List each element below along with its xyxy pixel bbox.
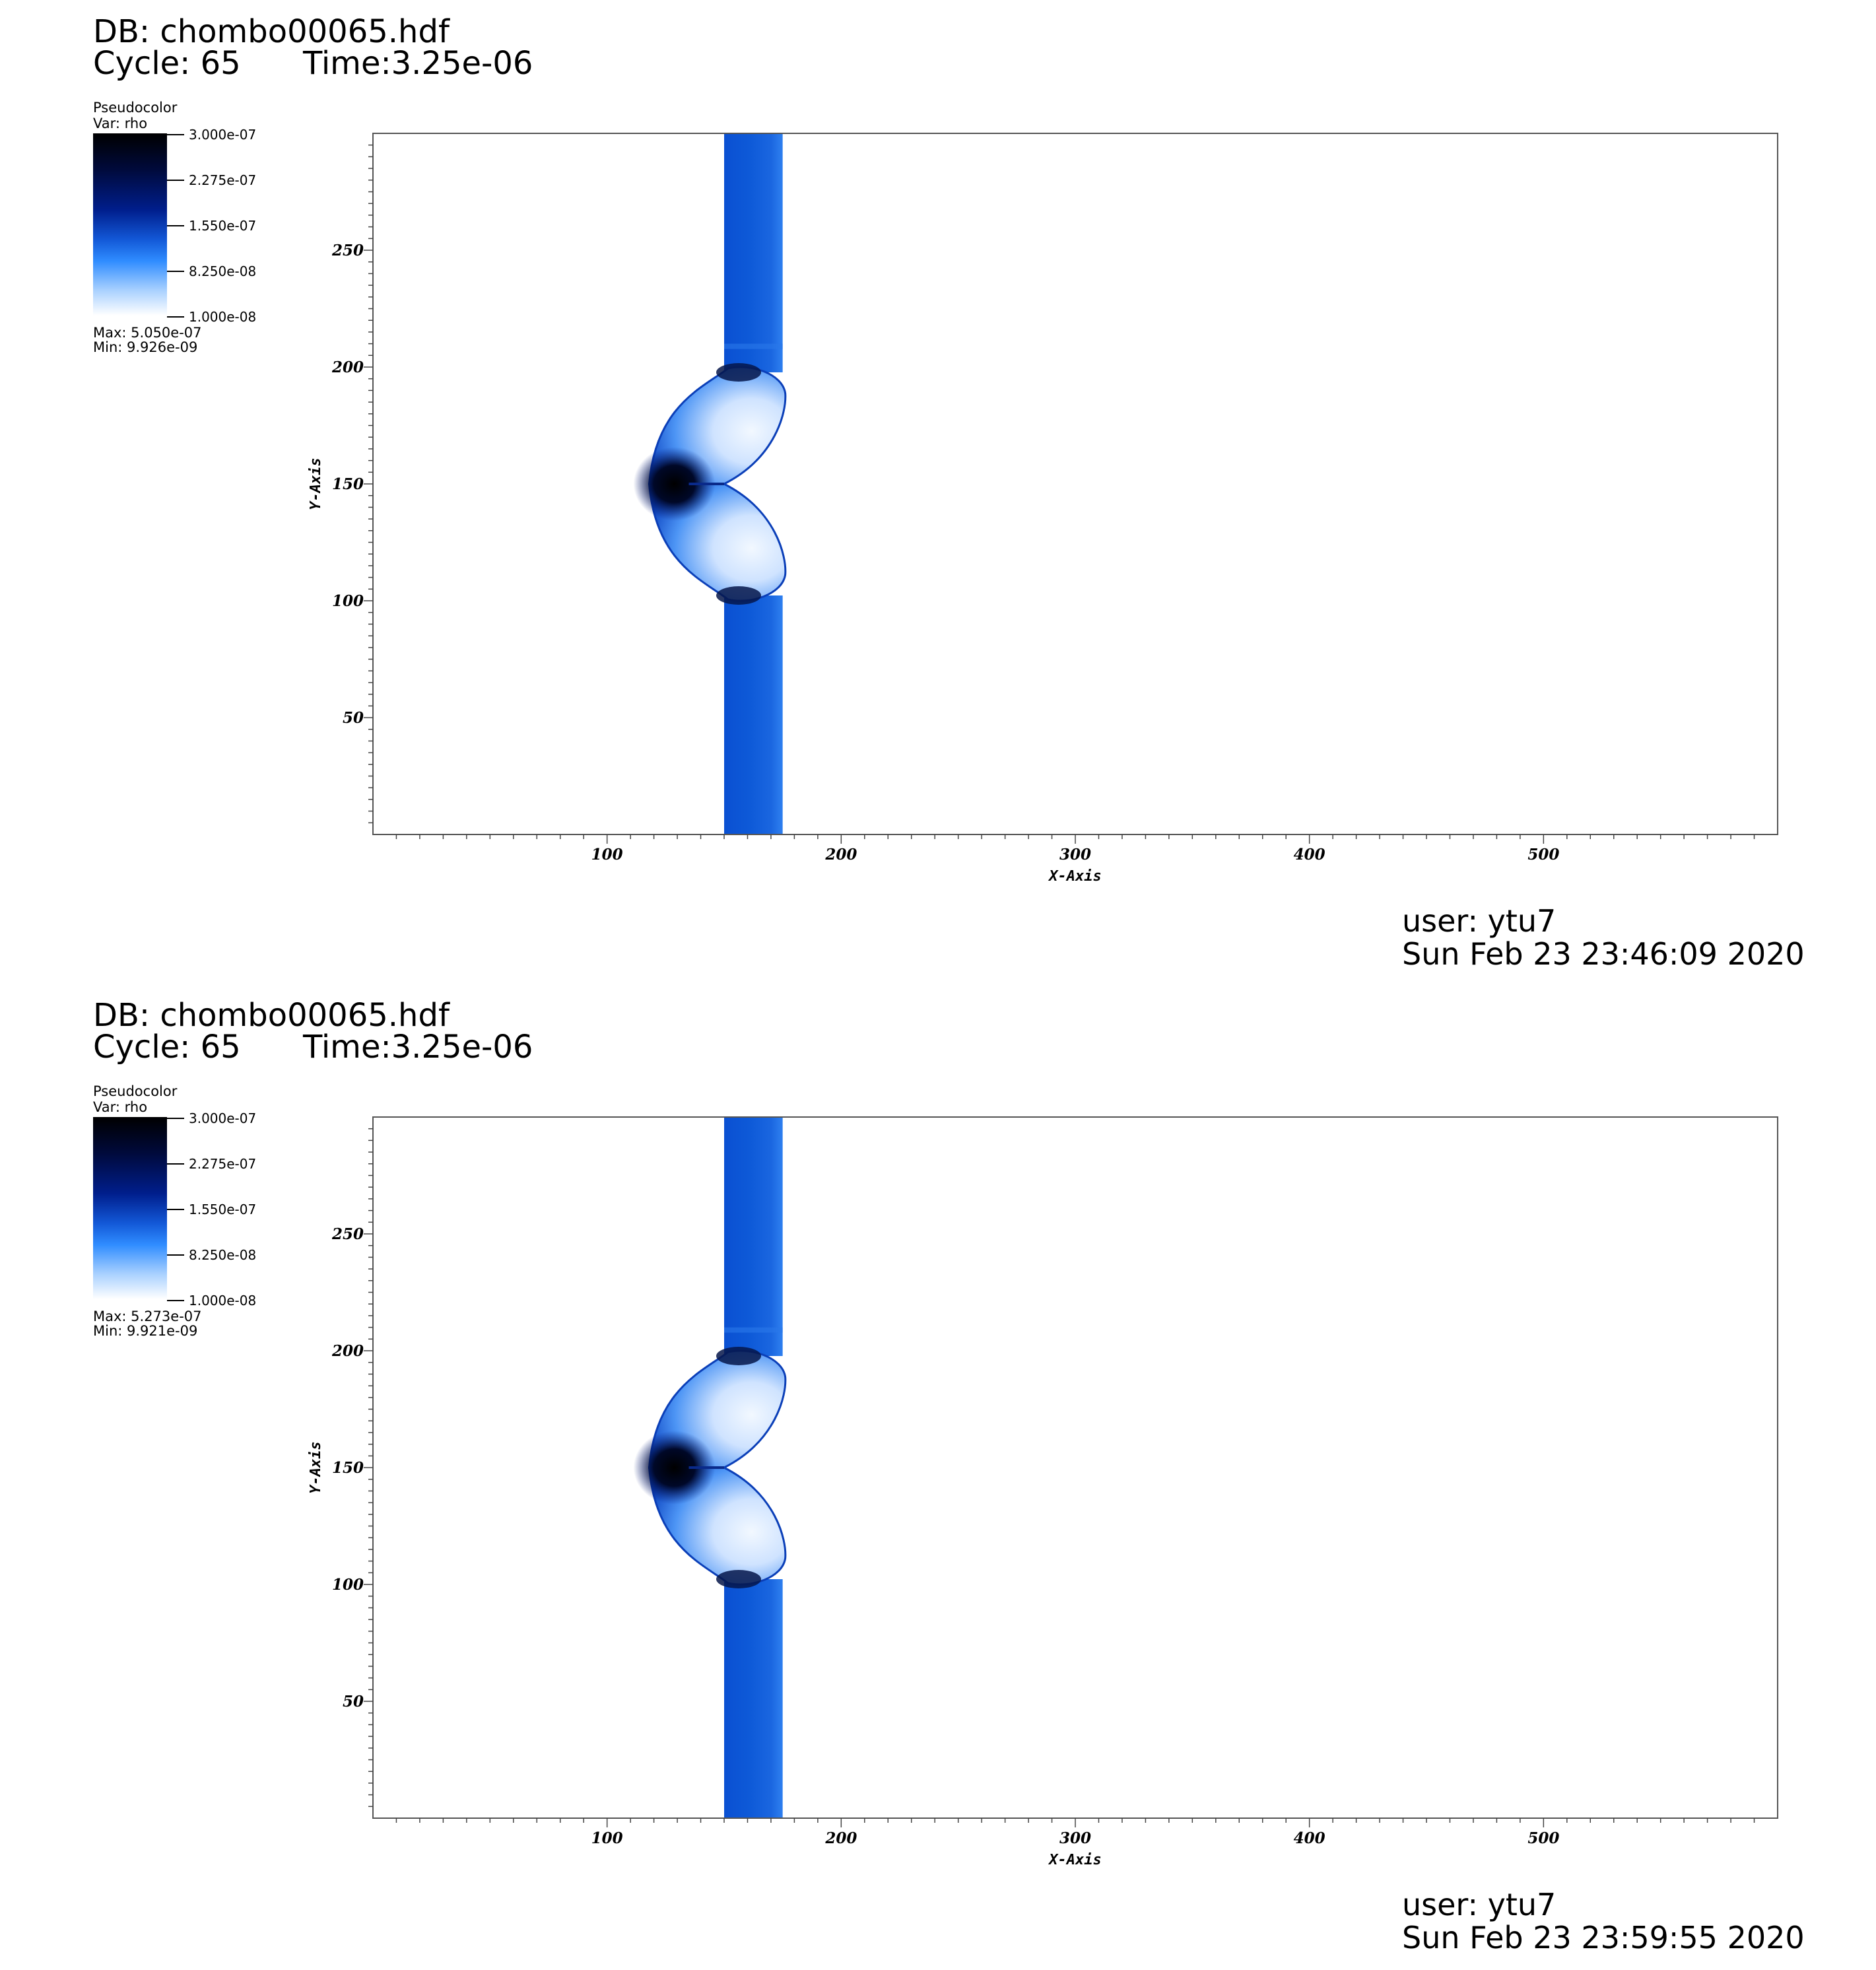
- x-tick-label: 400: [1294, 846, 1325, 864]
- colorbar-tick: [167, 1209, 184, 1210]
- colorbar-tick-label: 1.550e-07: [189, 1202, 257, 1217]
- x-axis-title: X-Axis: [1048, 868, 1101, 885]
- center-filament: [688, 483, 724, 485]
- plot-frame: [372, 1116, 1778, 1819]
- cycle-label: Cycle: 65: [93, 1029, 241, 1066]
- cycle-label: Cycle: 65: [93, 45, 241, 82]
- y-tick-label: 200: [331, 1342, 364, 1360]
- dense-knot-lower: [716, 1570, 761, 1588]
- y-tick-label: 250: [331, 1225, 364, 1243]
- colorbar-tick: [167, 180, 184, 181]
- density-field: [633, 133, 787, 834]
- x-tick-label: 100: [591, 1829, 623, 1847]
- y-tick-label: 50: [343, 1693, 364, 1711]
- colorbar-tick-label: 8.250e-08: [189, 1247, 257, 1263]
- timestamp-label: Sun Feb 23 23:46:09 2020: [1402, 936, 1805, 972]
- dense-knot-lower: [716, 586, 761, 605]
- y-tick-label: 200: [331, 358, 364, 376]
- user-label: user: ytu7: [1402, 903, 1557, 939]
- x-tick-label: 300: [1059, 1829, 1091, 1847]
- slab-lower: [724, 595, 783, 834]
- plot-area: 100 200 300 400 500 50 100 150 200 250 X-Axis Y-Axi…: [308, 1116, 1778, 1868]
- visit-plot-panel: DB: chombo00065.hdf Cycle: 65 Time:3.25e…: [0, 984, 1876, 1967]
- colorbar-tick: [167, 134, 184, 135]
- y-axis-title: Y-Axis: [308, 1441, 324, 1493]
- timestamp-label: Sun Feb 23 23:59:55 2020: [1402, 1920, 1805, 1955]
- legend-max: Max: 5.273e-07: [93, 1308, 202, 1324]
- slab-upper: [724, 1117, 783, 1356]
- plot-area: 100 200 300 400 500 50 100 150 200 250 X-Axis Y-Axi…: [308, 133, 1778, 885]
- colorbar: [93, 1117, 167, 1299]
- x-tick-label: 200: [824, 846, 857, 864]
- y-tick-label: 250: [331, 242, 364, 259]
- x-tick-label: 500: [1527, 846, 1559, 864]
- x-tick-label: 400: [1294, 1829, 1325, 1847]
- colorbar-tick-label: 2.275e-07: [189, 1156, 257, 1172]
- dense-core: [633, 447, 716, 521]
- legend-min: Min: 9.921e-09: [93, 1323, 198, 1339]
- legend-min: Min: 9.926e-09: [93, 339, 198, 355]
- colorbar-tick-label: 8.250e-08: [189, 263, 257, 279]
- colorbar-tick: [167, 1254, 184, 1256]
- colorbar-tick: [167, 225, 184, 226]
- plot-frame: [372, 133, 1778, 835]
- dense-knot-upper: [716, 1347, 761, 1365]
- slab-interface: [724, 1327, 783, 1333]
- colorbar: [93, 133, 167, 316]
- dense-knot-upper: [716, 363, 761, 382]
- legend-plot-type: Pseudocolor: [93, 1083, 178, 1099]
- user-label: user: ytu7: [1402, 1887, 1557, 1922]
- dense-core: [633, 1431, 716, 1505]
- colorbar-tick-label: 1.000e-08: [189, 309, 257, 325]
- legend-plot-type: Pseudocolor: [93, 100, 178, 116]
- colorbar-tick: [167, 316, 184, 318]
- slab-interface: [724, 343, 783, 349]
- legend-variable: Var: rho: [93, 116, 148, 131]
- colorbar-tick-label: 3.000e-07: [189, 1110, 257, 1126]
- x-axis-title: X-Axis: [1048, 1852, 1101, 1868]
- y-tick-label: 100: [332, 592, 364, 610]
- x-tick-label: 200: [824, 1829, 857, 1847]
- y-tick-label: 150: [332, 1459, 364, 1477]
- colorbar-tick-label: 3.000e-07: [189, 127, 257, 143]
- time-label: Time:3.25e-06: [303, 1029, 533, 1066]
- legend-variable: Var: rho: [93, 1099, 148, 1115]
- legend-header: Pseudocolor Var: rho: [93, 1083, 177, 1115]
- database-title: DB: chombo00065.hdf: [93, 13, 450, 50]
- cycle-time-line: Cycle: 65 Time:3.25e-06: [93, 45, 533, 82]
- x-tick-label: 100: [591, 846, 623, 864]
- colorbar-tick: [167, 271, 184, 272]
- y-tick-label: 100: [332, 1576, 364, 1594]
- center-filament: [688, 1466, 724, 1469]
- y-axis-title: Y-Axis: [308, 458, 324, 510]
- density-field: [633, 1117, 787, 1818]
- visit-plot-panel: DB: chombo00065.hdf Cycle: 65 Time:3.25e…: [0, 0, 1876, 984]
- slab-upper: [724, 133, 783, 372]
- time-label: Time:3.25e-06: [303, 45, 533, 82]
- colorbar-tick-label: 1.000e-08: [189, 1293, 257, 1308]
- legend-max: Max: 5.050e-07: [93, 325, 202, 341]
- x-tick-label: 500: [1527, 1829, 1559, 1847]
- legend-header: Pseudocolor Var: rho: [93, 100, 177, 131]
- y-tick-label: 50: [343, 709, 364, 727]
- colorbar-tick-label: 2.275e-07: [189, 172, 257, 188]
- y-tick-label: 150: [332, 475, 364, 493]
- x-tick-label: 300: [1059, 846, 1091, 864]
- colorbar-tick-label: 1.550e-07: [189, 218, 257, 234]
- cycle-time-line: Cycle: 65 Time:3.25e-06: [93, 1029, 533, 1066]
- colorbar-tick: [167, 1163, 184, 1165]
- colorbar-tick: [167, 1300, 184, 1301]
- colorbar-tick: [167, 1118, 184, 1119]
- slab-lower: [724, 1579, 783, 1818]
- database-title: DB: chombo00065.hdf: [93, 997, 450, 1034]
